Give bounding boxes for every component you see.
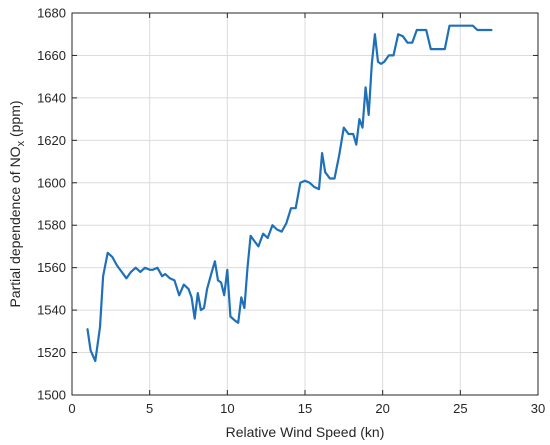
grid-layer [71, 12, 539, 396]
y-tick-label: 1600 [37, 175, 66, 190]
x-axis-label: Relative Wind Speed (kn) [226, 424, 385, 440]
y-tick-label: 1660 [37, 48, 66, 63]
y-axis-label-unit: (ppm) [7, 100, 23, 140]
x-tick-label: 10 [220, 401, 234, 416]
y-axis-label: Partial dependence of NOx (ppm) [7, 100, 27, 307]
tick-layer [71, 12, 539, 396]
y-tick-label: 1680 [37, 6, 66, 21]
x-tick-label: 25 [453, 401, 467, 416]
y-tick-label: 1560 [37, 260, 66, 275]
x-tick-label: 5 [146, 401, 153, 416]
series-line [86, 24, 493, 363]
x-tick-label: 15 [298, 401, 312, 416]
y-tick-label: 1500 [37, 388, 66, 403]
y-axis-label-subscript: x [15, 140, 27, 146]
y-tick-label: 1640 [37, 90, 66, 105]
y-tick-label: 1520 [37, 345, 66, 360]
y-tick-label: 1540 [37, 303, 66, 318]
x-tick-label: 0 [68, 401, 75, 416]
series-layer [86, 24, 493, 363]
y-tick-label: 1620 [37, 133, 66, 148]
y-tick-labels: 1500 1520 1540 1560 1580 1600 1620 1640 1660 1680 [37, 6, 66, 403]
x-tick-label: 30 [531, 401, 545, 416]
x-tick-label: 20 [375, 401, 389, 416]
y-axis-label-main: Partial dependence of NO [7, 146, 23, 307]
x-tick-labels: 0 5 10 15 20 25 30 [68, 401, 545, 416]
y-tick-label: 1580 [37, 218, 66, 233]
